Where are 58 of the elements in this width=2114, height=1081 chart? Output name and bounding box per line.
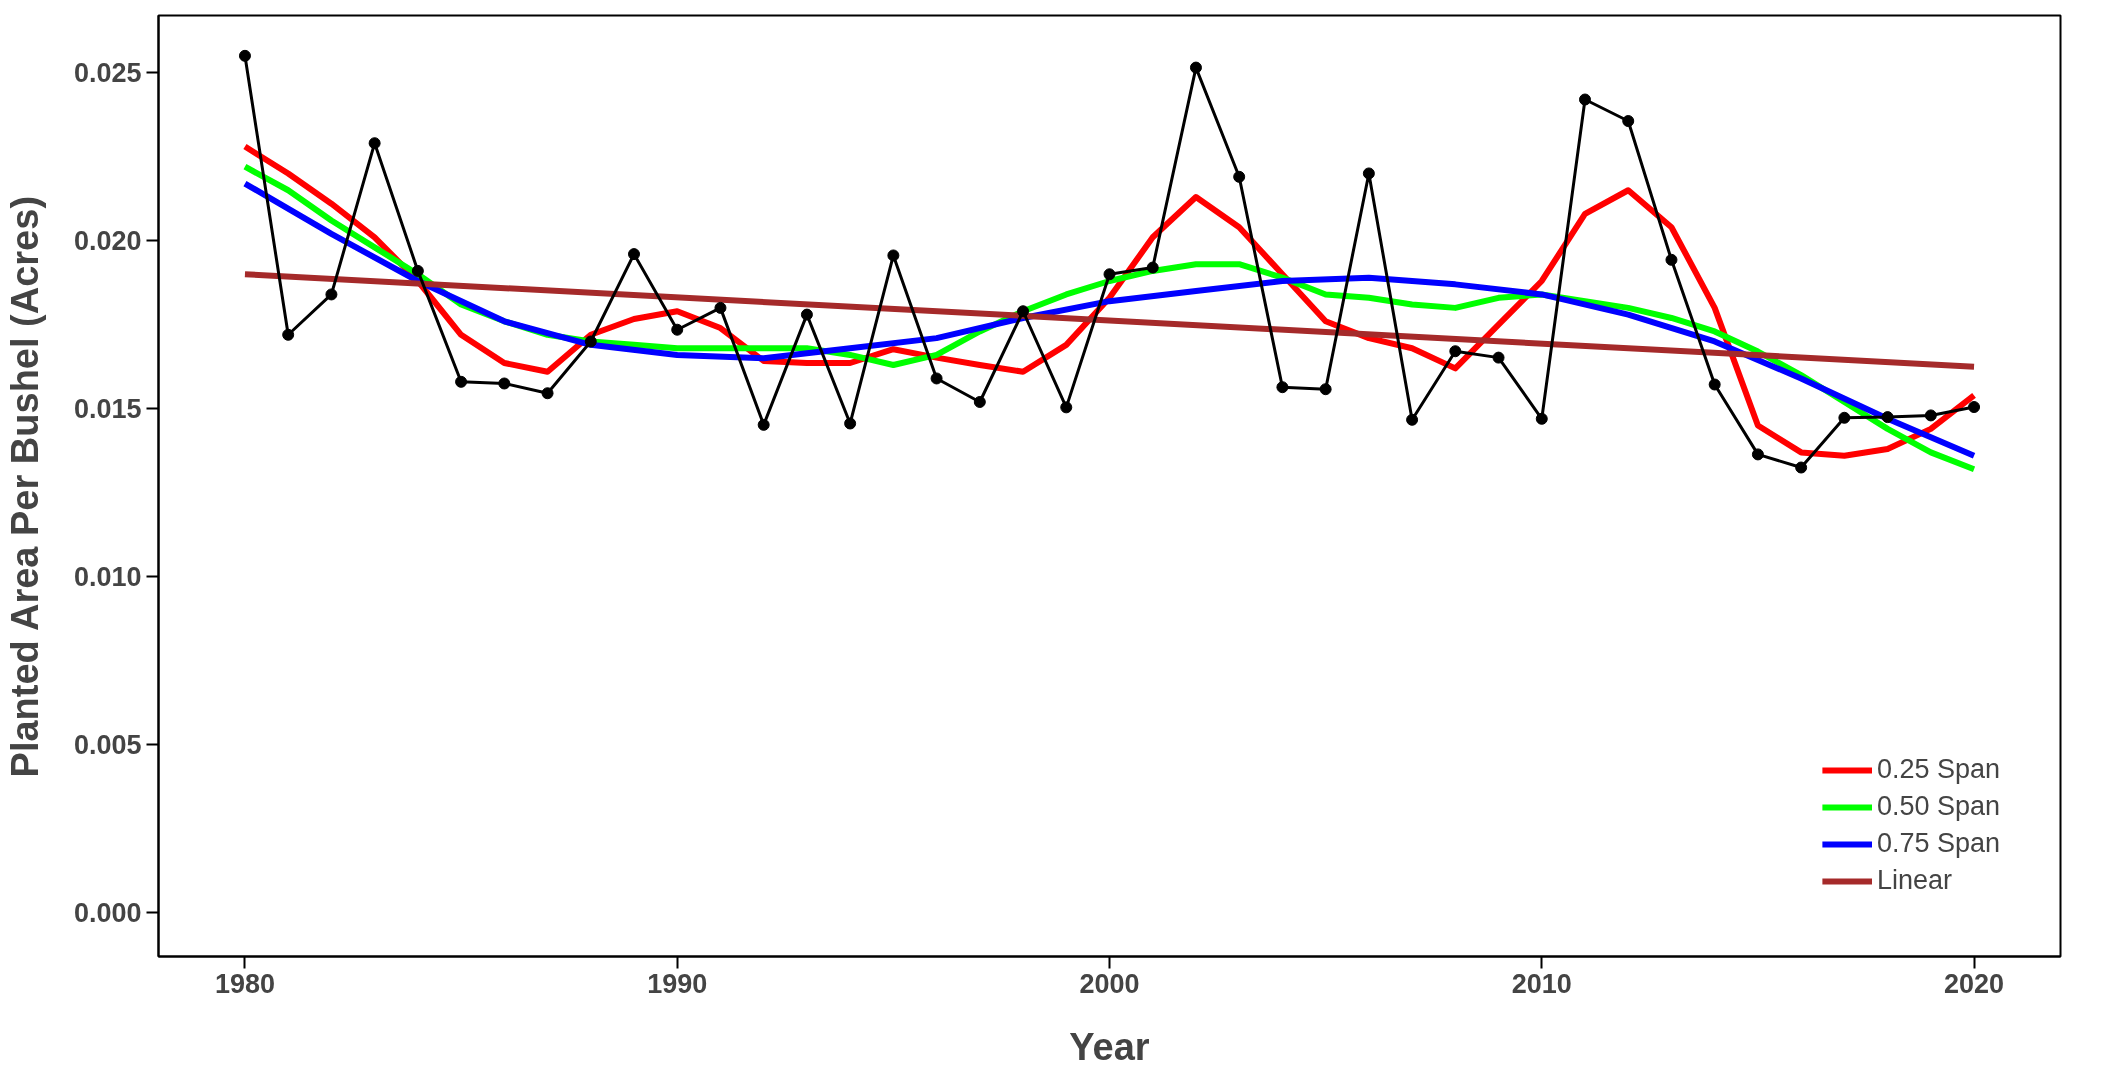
point (1060, 401, 1073, 414)
point (1622, 115, 1635, 128)
point (1838, 411, 1851, 424)
legend-label: Linear (1876, 865, 1952, 896)
point (844, 417, 857, 430)
point (498, 377, 511, 390)
x-tick-label: 2020 (1944, 968, 2005, 999)
x-tick-label: 1990 (647, 968, 708, 999)
point (1665, 253, 1678, 266)
point (1795, 461, 1808, 474)
point (1708, 378, 1721, 391)
point (1968, 401, 1981, 414)
legend-label: 0.50 Span (1876, 791, 2000, 822)
point (238, 49, 251, 62)
x-tick-label: 1980 (214, 968, 275, 999)
point (714, 301, 727, 314)
point (325, 288, 338, 301)
point (584, 335, 597, 348)
point (1362, 167, 1375, 180)
point (455, 375, 468, 388)
y-axis-title: Planted Area Per Bushel (Acres) (3, 195, 46, 778)
legend-label: 0.25 Span (1876, 754, 2000, 785)
point (541, 387, 554, 400)
point (757, 418, 770, 431)
point (1233, 170, 1246, 183)
point (1406, 413, 1419, 426)
point (1276, 381, 1289, 394)
point (1924, 409, 1937, 422)
point (1751, 448, 1764, 461)
legend-label: 0.75 Span (1876, 828, 2000, 859)
point (1535, 412, 1548, 425)
x-tick-label: 2000 (1079, 968, 1140, 999)
y-tick-label: 0.005 (73, 730, 142, 761)
y-tick-label: 0.000 (73, 898, 142, 929)
point (1881, 411, 1894, 424)
point (628, 248, 640, 261)
point (1017, 305, 1030, 318)
point (1146, 261, 1159, 274)
point (368, 137, 381, 150)
point (973, 395, 986, 408)
point (930, 372, 943, 385)
y-tick-label: 0.015 (73, 394, 142, 425)
point (1579, 93, 1591, 106)
y-tick-label: 0.020 (73, 226, 142, 257)
point (282, 328, 295, 341)
x-axis-title: Year (1069, 1025, 1150, 1068)
point (1449, 345, 1462, 358)
point (1319, 383, 1332, 396)
point (1492, 351, 1505, 364)
point (411, 264, 424, 277)
point (671, 323, 684, 336)
x-tick-label: 2010 (1511, 968, 1572, 999)
point (1189, 61, 1202, 74)
point (887, 249, 900, 262)
point (1103, 268, 1116, 281)
point (800, 308, 813, 321)
y-tick-label: 0.010 (73, 562, 142, 593)
y-tick-label: 0.025 (73, 58, 142, 89)
